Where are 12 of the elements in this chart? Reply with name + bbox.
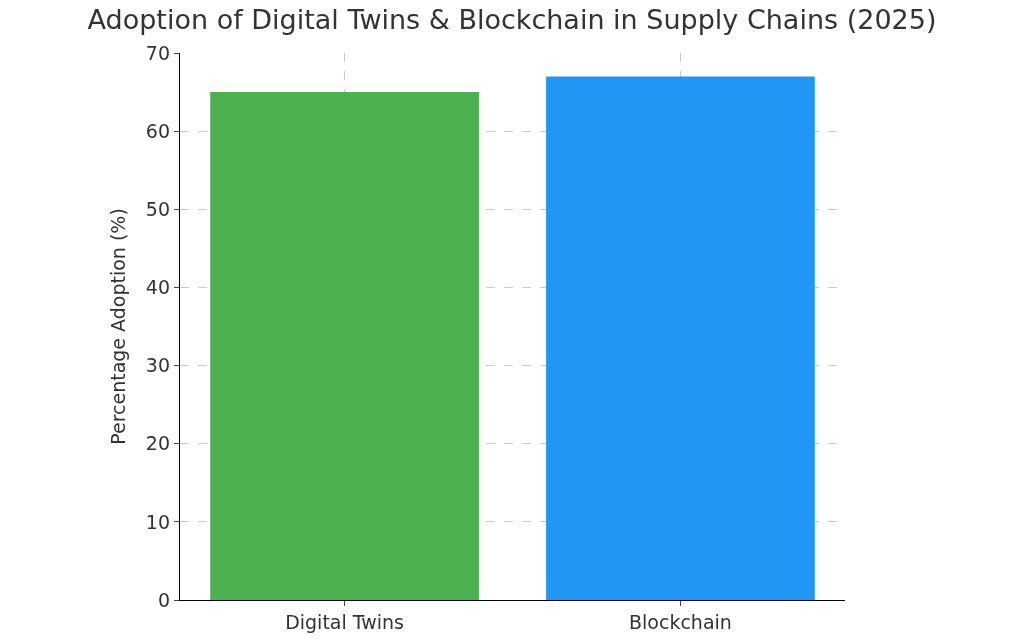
y-axis-title: Percentage Adoption (%)	[106, 208, 129, 445]
y-tick-label: 20	[145, 432, 171, 455]
y-tick-label: 0	[157, 588, 171, 611]
x-tick-label: Blockchain	[629, 610, 732, 633]
y-tick-label: 40	[145, 276, 171, 299]
x-tick-label: Digital Twins	[285, 610, 405, 633]
y-tick-label: 30	[145, 354, 171, 377]
y-tick-label: 50	[145, 197, 171, 220]
y-tick-label: 70	[145, 41, 171, 64]
chart-title: Adoption of Digital Twins & Blockchain in Supply Chains (2025)	[87, 3, 937, 35]
y-tick-label: 60	[145, 119, 171, 142]
y-tick-label: 10	[145, 510, 171, 533]
